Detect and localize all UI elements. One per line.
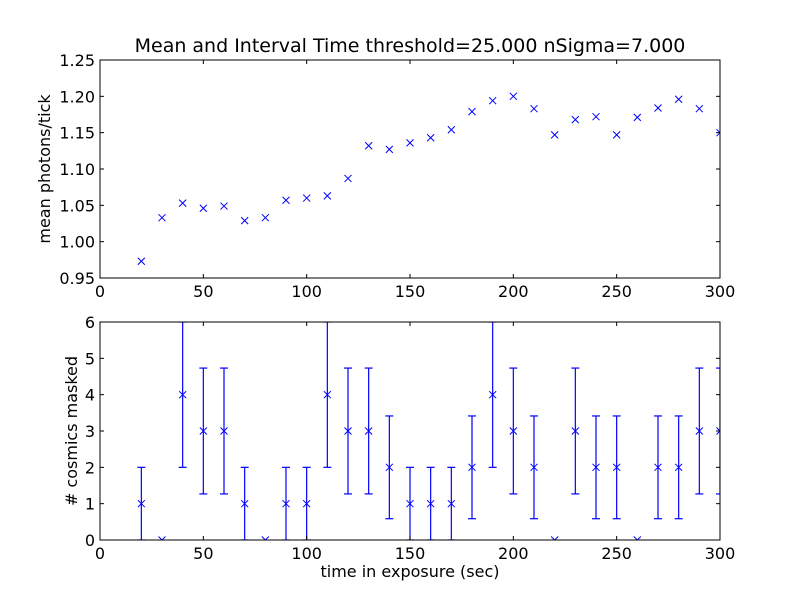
data-point [261,213,270,222]
data-point [344,427,352,435]
data-point [178,390,187,399]
data-point [302,499,311,508]
y-tick-label: 1.05 [59,196,95,215]
plot-area: 0 50 100 150 200 250 300 0.95 1.00 1.05 1.10 1.15 1.… [59,51,735,301]
data-point [178,199,187,208]
data-point [509,427,518,435]
y-tick-label: 1.25 [59,51,95,70]
data-point [654,104,662,112]
y-tick-label: 5 [85,349,95,368]
data-point [282,196,290,205]
data-point [426,499,435,508]
data-point [447,125,456,134]
x-tick-label: 250 [601,544,632,563]
data-point [406,138,414,147]
x-tick-label: 200 [498,282,529,301]
data-point [199,427,208,435]
y-tick-label: 0.95 [59,269,95,288]
data-point [220,202,228,210]
x-tick-label: 100 [291,544,322,563]
data-point [240,216,249,225]
data-point [550,130,559,139]
data-point [385,145,394,154]
y-tick-label: 6 [85,313,95,332]
plot-frame [99,59,721,279]
cosmics-masked-plot: # cosmics masked time in exposure (sec) … [62,313,735,581]
plot-frame [99,321,721,541]
data-point [592,112,600,121]
data-point [468,463,476,472]
y-tick-label: 4 [85,386,95,405]
data-point [592,463,600,472]
x-tick-label: 300 [705,544,736,563]
data-point [612,130,621,139]
x-tick-label: 250 [601,282,632,301]
y-tick-label: 1.15 [59,124,95,143]
x-tick-label: 100 [291,282,322,301]
data-point [571,115,580,124]
data-point [633,536,642,540]
data-point [158,213,166,222]
data-point [282,499,290,508]
y-axis-label: # cosmics masked [62,356,81,506]
data-point [323,390,332,399]
x-axis-label: time in exposure (sec) [321,562,500,581]
series-group [137,92,720,266]
data-point [385,463,394,472]
series-group [137,322,720,540]
data-point [488,390,497,399]
data-point [323,192,332,200]
data-point [550,536,559,540]
data-point [674,463,683,472]
x-tick-label: 150 [395,282,426,301]
x-tick-label: 300 [705,282,736,301]
data-point [654,463,662,472]
y-tick-label: 3 [85,422,95,441]
x-tick-label: 0 [95,282,105,301]
data-point [447,499,456,508]
data-point [344,174,352,183]
data-point [612,463,621,472]
data-point [716,128,720,137]
data-point [509,92,518,101]
data-point [530,104,538,113]
y-tick-label: 2 [85,458,95,477]
data-point [695,104,704,113]
data-point [158,536,166,540]
chart-title: Mean and Interval Time threshold=25.000 … [135,35,686,57]
data-point [199,204,208,213]
y-tick-label: 0 [85,531,95,550]
x-tick-label: 200 [498,544,529,563]
data-point [302,194,311,202]
data-point [488,96,497,105]
data-point [137,499,146,508]
data-point [674,95,683,104]
x-tick-label: 50 [193,282,213,301]
y-tick-label: 1.20 [59,87,95,106]
data-point [220,427,228,435]
x-tick-label: 0 [95,544,105,563]
data-point [364,141,373,150]
data-point [716,427,720,435]
y-axis-label: mean photons/tick [35,94,54,244]
data-point [530,463,538,472]
data-point [261,536,270,540]
data-point [571,427,580,435]
y-tick-label: 1 [85,495,95,514]
data-point [406,499,414,508]
y-tick-label: 1.00 [59,233,95,252]
data-point [240,499,249,508]
x-tick-label: 50 [193,544,213,563]
y-tick-label: 1.10 [59,160,95,179]
data-point [364,427,373,435]
mean-photons-plot: Mean and Interval Time threshold=25.000 … [35,35,735,301]
data-point [426,133,435,142]
data-point [468,107,476,116]
data-point [695,427,704,435]
data-point [633,113,642,122]
x-tick-label: 150 [395,544,426,563]
data-point [137,257,146,266]
